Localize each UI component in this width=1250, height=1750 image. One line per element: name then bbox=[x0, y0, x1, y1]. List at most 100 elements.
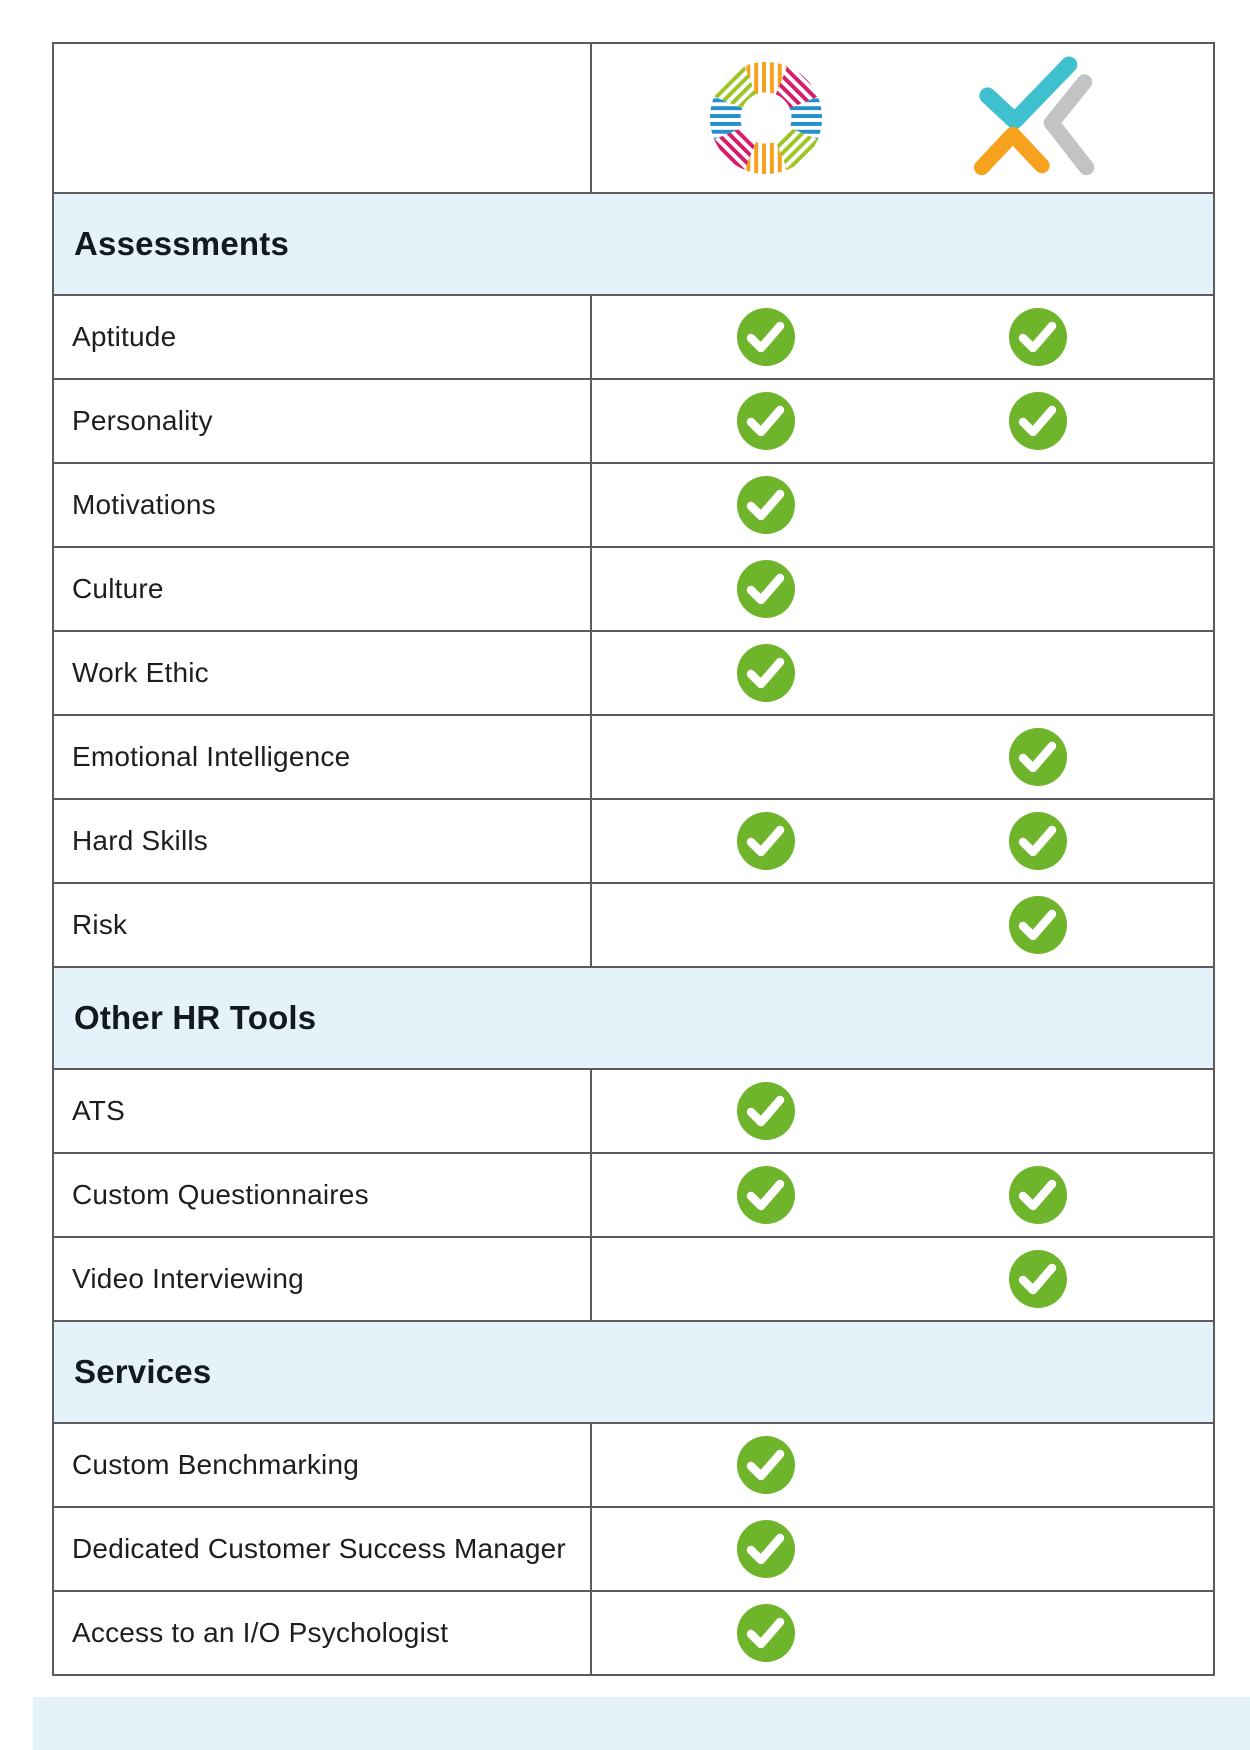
feature-label: ATS bbox=[72, 1095, 125, 1126]
checkmark-icon bbox=[737, 392, 795, 450]
comparison-table: Assessments Aptitude Personality bbox=[52, 42, 1215, 1676]
section-title: Assessments bbox=[74, 225, 289, 262]
feature-check-cells bbox=[592, 884, 1213, 966]
vendor2-check-cell bbox=[940, 643, 1136, 703]
feature-label: Custom Questionnaires bbox=[72, 1179, 369, 1210]
feature-check-cells bbox=[592, 716, 1213, 798]
feature-check-cells bbox=[592, 380, 1213, 462]
vendor2-check-cell bbox=[940, 727, 1136, 787]
feature-label-cell: Risk bbox=[54, 884, 592, 966]
vendor2-check-cell bbox=[940, 307, 1136, 367]
feature-label: Culture bbox=[72, 573, 164, 604]
feature-row: Custom Questionnaires bbox=[54, 1152, 1213, 1236]
feature-row: Dedicated Customer Success Manager bbox=[54, 1506, 1213, 1590]
logo-header-row bbox=[54, 44, 1213, 192]
vendor2-check-cell bbox=[940, 1081, 1136, 1141]
feature-label: Hard Skills bbox=[72, 825, 209, 856]
vendor1-check-cell bbox=[592, 391, 940, 451]
feature-check-cells bbox=[592, 1508, 1213, 1590]
vendor2-check-cell bbox=[940, 391, 1136, 451]
feature-check-cells bbox=[592, 1154, 1213, 1236]
feature-label: Custom Benchmarking bbox=[72, 1449, 360, 1480]
feature-row: Custom Benchmarking bbox=[54, 1422, 1213, 1506]
checkmark-icon bbox=[1009, 392, 1067, 450]
empty-header-cell bbox=[54, 44, 592, 192]
checkmark-icon bbox=[1009, 896, 1067, 954]
vendor1-check-cell bbox=[592, 475, 940, 535]
vendor1-check-cell bbox=[592, 1435, 940, 1495]
logo-cells bbox=[592, 44, 1213, 192]
vendor1-check-cell bbox=[592, 1603, 940, 1663]
checkmark-icon bbox=[737, 308, 795, 366]
feature-label: Emotional Intelligence bbox=[72, 741, 351, 772]
checkmark-icon bbox=[737, 1166, 795, 1224]
checkmark-icon bbox=[1009, 1250, 1067, 1308]
feature-row: Work Ethic bbox=[54, 630, 1213, 714]
checkmark-icon bbox=[1009, 308, 1067, 366]
feature-row: Culture bbox=[54, 546, 1213, 630]
vendor1-check-cell bbox=[592, 307, 940, 367]
checkmark-icon bbox=[737, 812, 795, 870]
checkmark-icon bbox=[1009, 1166, 1067, 1224]
feature-label: Video Interviewing bbox=[72, 1263, 304, 1294]
feature-check-cells bbox=[592, 800, 1213, 882]
checkmark-icon bbox=[737, 560, 795, 618]
vendor1-check-cell bbox=[592, 1081, 940, 1141]
feature-label-cell: Emotional Intelligence bbox=[54, 716, 592, 798]
bottom-section-band bbox=[33, 1697, 1250, 1750]
feature-check-cells bbox=[592, 296, 1213, 378]
feature-label: Work Ethic bbox=[72, 657, 209, 688]
feature-label: Dedicated Customer Success Manager bbox=[72, 1533, 566, 1564]
feature-label-cell: ATS bbox=[54, 1070, 592, 1152]
checkmark-icon bbox=[737, 1436, 795, 1494]
striped-ring-logo-icon bbox=[707, 59, 825, 177]
feature-label-cell: Aptitude bbox=[54, 296, 592, 378]
vendor1-check-cell bbox=[592, 1165, 940, 1225]
vendor1-check-cell bbox=[592, 1519, 940, 1579]
section-header-row: Services bbox=[54, 1320, 1213, 1422]
checkmark-icon bbox=[1009, 728, 1067, 786]
section-header-row: Assessments bbox=[54, 192, 1213, 294]
feature-check-cells bbox=[592, 464, 1213, 546]
feature-row: Aptitude bbox=[54, 294, 1213, 378]
vendor1-logo-cell bbox=[592, 59, 940, 177]
vendor2-check-cell bbox=[940, 811, 1136, 871]
checkmark-icon bbox=[737, 644, 795, 702]
feature-label: Aptitude bbox=[72, 321, 177, 352]
feature-row: Hard Skills bbox=[54, 798, 1213, 882]
feature-label-cell: Custom Benchmarking bbox=[54, 1424, 592, 1506]
feature-label: Risk bbox=[72, 909, 128, 940]
feature-label: Motivations bbox=[72, 489, 216, 520]
vendor1-check-cell bbox=[592, 559, 940, 619]
feature-label-cell: Personality bbox=[54, 380, 592, 462]
vendor2-check-cell bbox=[940, 1519, 1136, 1579]
feature-row: Personality bbox=[54, 378, 1213, 462]
feature-label: Access to an I/O Psychologist bbox=[72, 1617, 449, 1648]
feature-check-cells bbox=[592, 548, 1213, 630]
feature-label-cell: Work Ethic bbox=[54, 632, 592, 714]
feature-check-cells bbox=[592, 1238, 1213, 1320]
feature-check-cells bbox=[592, 1424, 1213, 1506]
feature-row: Motivations bbox=[54, 462, 1213, 546]
checkmark-icon bbox=[737, 1604, 795, 1662]
check-x-logo-icon bbox=[974, 56, 1095, 176]
feature-row: Risk bbox=[54, 882, 1213, 966]
vendor2-check-cell bbox=[940, 1249, 1136, 1309]
vendor1-check-cell bbox=[592, 643, 940, 703]
feature-row: Emotional Intelligence bbox=[54, 714, 1213, 798]
vendor2-check-cell bbox=[940, 1603, 1136, 1663]
checkmark-icon bbox=[737, 1082, 795, 1140]
section-header-row: Other HR Tools bbox=[54, 966, 1213, 1068]
checkmark-icon bbox=[737, 476, 795, 534]
vendor2-check-cell bbox=[940, 475, 1136, 535]
vendor2-check-cell bbox=[940, 1165, 1136, 1225]
feature-label-cell: Video Interviewing bbox=[54, 1238, 592, 1320]
vendor2-check-cell bbox=[940, 559, 1136, 619]
feature-label-cell: Access to an I/O Psychologist bbox=[54, 1592, 592, 1674]
vendor1-check-cell bbox=[592, 727, 940, 787]
feature-check-cells bbox=[592, 1592, 1213, 1674]
vendor1-check-cell bbox=[592, 811, 940, 871]
feature-label-cell: Custom Questionnaires bbox=[54, 1154, 592, 1236]
vendor1-check-cell bbox=[592, 895, 940, 955]
